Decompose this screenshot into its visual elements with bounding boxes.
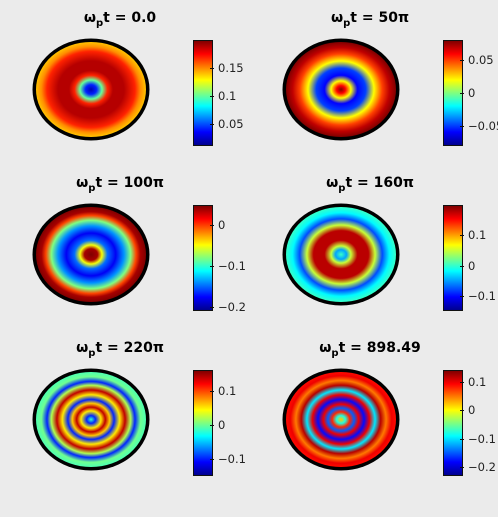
tick-mark [210,123,214,125]
title-subscript: p [88,348,96,359]
panel-title: ωpt = 898.49 [300,340,440,359]
panel-title: ωpt = 0.0 [50,10,190,29]
disk-field [36,207,146,302]
title-subscript: p [96,18,104,29]
disk-heatmap [282,38,400,141]
tick-label: −0.1 [468,288,496,303]
tick-mark [460,295,464,297]
tick-label: 0 [468,86,476,100]
tick-label: −0.2 [468,460,496,475]
colorbar [193,40,213,146]
tick-label: 0.1 [468,374,487,389]
tick-label: 0.15 [218,60,244,75]
title-omega: ω [83,10,96,26]
tick-label: −0.1 [218,451,246,466]
disk-field [286,372,396,467]
tick-label: 0 [468,258,476,273]
tick-label: −0.05 [468,119,498,134]
title-subscript: p [343,18,351,29]
tick-mark [460,410,464,412]
title-omega: ω [76,340,89,356]
colorbar [443,205,463,311]
tick-label: 0.05 [468,52,494,67]
title-omega: ω [326,175,339,191]
colorbar [193,205,213,311]
title-subscript: p [88,183,96,194]
tick-mark [460,265,464,267]
panel-title: ωpt = 160π [300,175,440,194]
title-text: t = 898.49 [338,340,421,356]
tick-label: 0 [468,403,476,418]
tick-mark [210,95,214,97]
tick-label: 0 [218,417,226,432]
disk-heatmap [32,368,150,471]
tick-mark [210,390,214,392]
tick-mark [210,306,214,308]
disk-heatmap [282,203,400,306]
tick-label: −0.2 [218,299,246,314]
title-text: t = 220π [95,340,164,356]
tick-label: 0.1 [218,88,237,103]
panel-6: ωpt = 898.49 −0.2 −0.1 0 0.1 [278,330,498,495]
title-omega: ω [319,340,332,356]
disk-heatmap [32,38,150,141]
title-subscript: p [338,183,346,194]
tick-mark [210,266,214,268]
tick-mark [460,467,464,469]
tick-label: 0 [218,218,226,233]
panel-4: ωpt = 160π −0.1 0 0.1 [278,165,498,330]
panel-1: ωpt = 0.0 0.05 0.1 0.15 [28,0,268,165]
disk-heatmap [282,368,400,471]
tick-mark [210,67,214,69]
disk-heatmap [32,203,150,306]
title-subscript: p [331,348,339,359]
panel-3: ωpt = 100π −0.2 −0.1 0 [28,165,268,330]
tick-mark [460,126,464,128]
title-text: t = 160π [345,175,414,191]
disk-field [36,42,146,137]
panel-2: ωpt = 50π −0.05 0 0.05 [278,0,498,165]
colorbar [193,370,213,476]
title-text: t = 50π [350,10,410,26]
tick-mark [210,458,214,460]
tick-label: 0.05 [218,116,244,131]
title-text: t = 100π [95,175,164,191]
tick-mark [460,235,464,237]
tick-mark [460,438,464,440]
panel-title: ωpt = 100π [50,175,190,194]
tick-mark [210,424,214,426]
tick-mark [460,381,464,383]
tick-mark [460,93,464,94]
tick-label: 0.1 [468,228,487,243]
tick-label: −0.1 [468,431,496,446]
tick-label: −0.1 [218,259,246,274]
disk-field [36,372,146,467]
title-omega: ω [76,175,89,191]
tick-label: 0.1 [218,383,237,398]
panel-title: ωpt = 50π [300,10,440,29]
panel-5: ωpt = 220π −0.1 0 0.1 [28,330,268,495]
panel-title: ωpt = 220π [50,340,190,359]
disk-field [286,207,396,302]
tick-mark [460,59,464,61]
title-text: t = 0.0 [103,10,157,26]
tick-mark [210,225,214,227]
title-omega: ω [330,10,344,26]
colorbar [443,370,463,476]
disk-field [286,42,396,137]
